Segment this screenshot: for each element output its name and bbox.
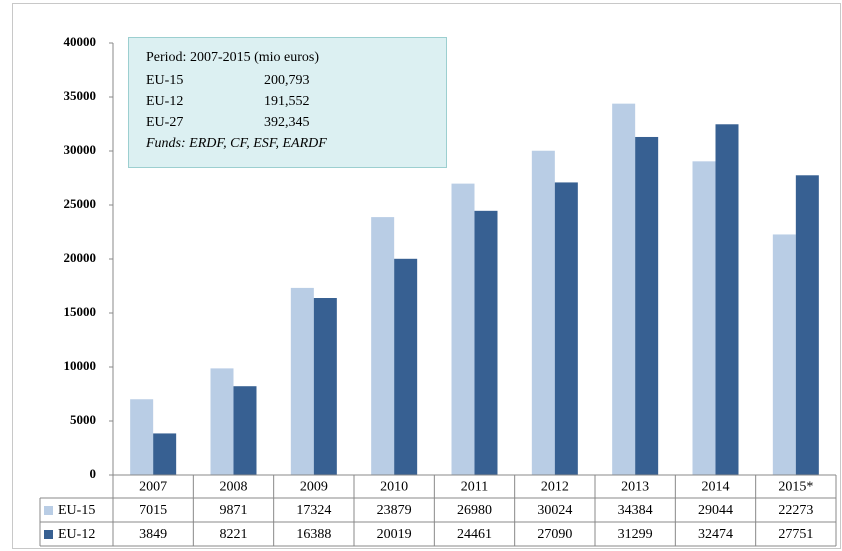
bar bbox=[635, 136, 659, 475]
table-cell: 27090 bbox=[537, 527, 572, 542]
annotation-label: EU-15 bbox=[146, 73, 183, 88]
x-tick-label: 2015* bbox=[778, 480, 813, 495]
y-tick-label: 10000 bbox=[64, 358, 97, 373]
table-cell: 8221 bbox=[220, 527, 248, 542]
legend-label: EU-15 bbox=[58, 503, 95, 518]
bar bbox=[612, 103, 636, 475]
bar bbox=[451, 183, 475, 475]
annotation-value: 191,552 bbox=[264, 94, 310, 109]
annotation-box bbox=[128, 37, 447, 168]
bar bbox=[772, 234, 796, 475]
legend-label: EU-12 bbox=[58, 527, 95, 542]
table-cell: 3849 bbox=[139, 527, 167, 542]
x-tick-label: 2013 bbox=[621, 480, 649, 495]
chart-border bbox=[12, 3, 841, 549]
table-cell: 31299 bbox=[618, 527, 653, 542]
x-tick-label: 2007 bbox=[139, 480, 167, 495]
bar bbox=[233, 386, 257, 475]
y-tick-label: 40000 bbox=[64, 34, 97, 49]
legend-swatch bbox=[44, 506, 53, 515]
x-tick-label: 2014 bbox=[702, 480, 730, 495]
y-tick-label: 35000 bbox=[64, 88, 97, 103]
table-cell: 24461 bbox=[457, 527, 492, 542]
table-cell: 7015 bbox=[139, 503, 167, 518]
y-tick-label: 5000 bbox=[70, 412, 96, 427]
table-cell: 16388 bbox=[296, 527, 331, 542]
x-tick-label: 2010 bbox=[380, 480, 408, 495]
y-tick-label: 30000 bbox=[64, 142, 97, 157]
annotation-label: EU-12 bbox=[146, 94, 183, 109]
y-tick-label: 20000 bbox=[64, 250, 97, 265]
bar bbox=[554, 182, 578, 476]
legend-swatch bbox=[44, 530, 53, 539]
y-tick-label: 15000 bbox=[64, 304, 97, 319]
bar bbox=[153, 433, 177, 475]
table-cell: 30024 bbox=[537, 503, 572, 518]
bar bbox=[692, 161, 716, 475]
x-tick-label: 2012 bbox=[541, 480, 569, 495]
x-tick-label: 2011 bbox=[461, 480, 488, 495]
x-tick-label: 2008 bbox=[220, 480, 248, 495]
bar bbox=[795, 175, 819, 476]
table-cell: 34384 bbox=[618, 503, 653, 518]
annotation-title: Period: 2007-2015 (mio euros) bbox=[146, 50, 319, 65]
bar bbox=[210, 368, 234, 475]
table-cell: 29044 bbox=[698, 503, 733, 518]
bar bbox=[130, 399, 154, 475]
x-tick-label: 2009 bbox=[300, 480, 328, 495]
annotation-label: EU-27 bbox=[146, 115, 183, 130]
bar bbox=[531, 150, 555, 476]
table-cell: 32474 bbox=[698, 527, 733, 542]
bar bbox=[394, 258, 418, 475]
annotation-value: 200,793 bbox=[264, 73, 310, 88]
table-cell: 23879 bbox=[377, 503, 412, 518]
table-cell: 26980 bbox=[457, 503, 492, 518]
bar bbox=[313, 298, 337, 475]
y-tick-label: 25000 bbox=[64, 196, 97, 211]
table-cell: 20019 bbox=[377, 527, 412, 542]
annotation-value: 392,345 bbox=[264, 115, 310, 130]
table-cell: 17324 bbox=[296, 503, 331, 518]
bar bbox=[474, 210, 498, 475]
bar bbox=[715, 124, 739, 476]
bar bbox=[371, 217, 395, 475]
table-cell: 27751 bbox=[778, 527, 813, 542]
y-tick-label: 0 bbox=[90, 466, 97, 481]
annotation-note: Funds: ERDF, CF, ESF, EARDF bbox=[145, 136, 327, 151]
table-cell: 22273 bbox=[778, 503, 813, 518]
table-cell: 9871 bbox=[220, 503, 248, 518]
bar bbox=[290, 287, 314, 475]
